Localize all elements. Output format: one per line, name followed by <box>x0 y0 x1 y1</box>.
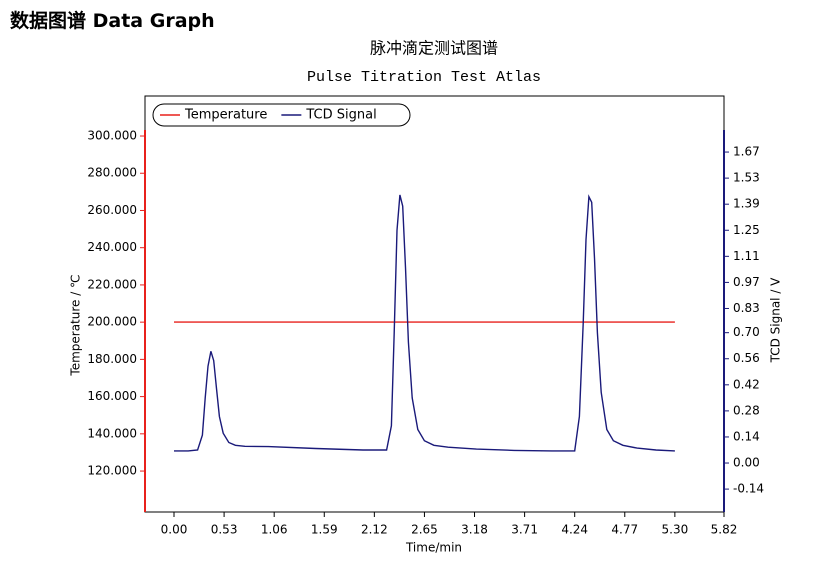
legend-label: Temperature <box>184 108 267 123</box>
chart-title: 脉冲滴定测试图谱 <box>370 39 498 58</box>
y2-tick-label: -0.14 <box>733 482 764 496</box>
x-tick-label: 1.06 <box>261 523 288 537</box>
x-tick-label: 0.00 <box>161 523 188 537</box>
x-tick-label: 0.53 <box>211 523 238 537</box>
chart-subtitle: Pulse Titration Test Atlas <box>307 69 541 86</box>
y2-axis-label: TCD Signal / V <box>769 277 783 364</box>
y2-tick-label: 1.67 <box>733 145 760 159</box>
y2-tick-label: 0.28 <box>733 403 760 417</box>
y-tick-label: 160.000 <box>87 389 137 403</box>
y-tick-label: 220.000 <box>87 277 137 291</box>
y-tick-label: 140.000 <box>87 426 137 440</box>
x-tick-label: 4.77 <box>611 523 638 537</box>
y2-tick-label: 1.39 <box>733 197 760 211</box>
x-tick-label: 1.59 <box>311 523 338 537</box>
page-title: 数据图谱 Data Graph <box>10 10 215 32</box>
y2-tick-label: 1.25 <box>733 223 760 237</box>
x-tick-label: 5.30 <box>662 523 689 537</box>
y-tick-label: 240.000 <box>87 240 137 254</box>
y-tick-label: 120.000 <box>87 464 137 478</box>
x-tick-label: 2.65 <box>411 523 438 537</box>
y-tick-label: 200.000 <box>87 315 137 329</box>
y2-tick-label: 0.56 <box>733 351 760 365</box>
x-tick-label: 3.18 <box>461 523 488 537</box>
plot-frame <box>144 95 725 513</box>
y2-tick-label: 1.11 <box>733 249 760 263</box>
x-tick-label: 2.12 <box>361 523 388 537</box>
y2-tick-label: 0.70 <box>733 325 760 339</box>
x-tick-label: 5.82 <box>711 523 738 537</box>
y2-tick-label: 0.00 <box>733 456 760 470</box>
y2-tick-label: 0.97 <box>733 275 760 289</box>
y-tick-label: 180.000 <box>87 352 137 366</box>
legend-label: TCD Signal <box>305 108 376 123</box>
y-axis-label: Temperature / ℃ <box>69 274 83 376</box>
y2-tick-label: 0.83 <box>733 301 760 315</box>
x-tick-label: 3.71 <box>511 523 538 537</box>
y2-tick-label: 0.42 <box>733 377 760 391</box>
y2-tick-label: 1.53 <box>733 171 760 185</box>
y2-tick-label: 0.14 <box>733 429 760 443</box>
y-tick-label: 260.000 <box>87 203 137 217</box>
y-tick-label: 300.000 <box>87 129 137 143</box>
x-tick-label: 4.24 <box>561 523 588 537</box>
x-axis-label: Time/min <box>405 541 462 555</box>
series-line <box>174 194 675 452</box>
y-tick-label: 280.000 <box>87 166 137 180</box>
